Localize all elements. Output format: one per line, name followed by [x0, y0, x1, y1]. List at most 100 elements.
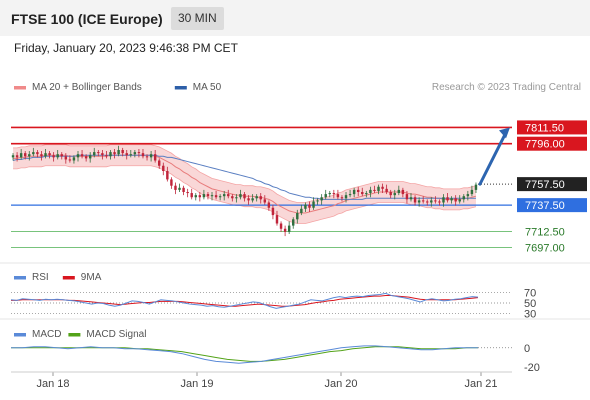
candle-body [304, 204, 307, 209]
timestamp: Friday, January 20, 2023 9:46:38 PM CET [14, 41, 238, 55]
rsi-tick-label: 50 [524, 298, 536, 310]
candle-body [413, 197, 417, 203]
rsi-legend-label: RSI [32, 272, 49, 283]
candle-body [454, 198, 457, 202]
candle-body [36, 152, 39, 155]
bollinger-upper-line [13, 144, 477, 203]
level-label-7796.00: 7796.00 [525, 139, 565, 151]
price-legend-label: MA 50 [193, 82, 222, 93]
header-bar: FTSE 100 (ICE Europe) 30 MIN [0, 0, 590, 36]
candle-body [235, 197, 238, 199]
candle-body [316, 200, 319, 202]
candle-body [259, 196, 262, 200]
candle-body [373, 189, 376, 191]
candle-body [68, 159, 72, 161]
candle-body [182, 187, 185, 192]
level-label-box [517, 177, 587, 192]
candle-body [133, 152, 137, 155]
x-axis-label: Jan 21 [464, 378, 497, 390]
candle-body [470, 189, 474, 195]
candle-body [149, 154, 153, 158]
candle-body [231, 196, 234, 199]
candle-body [352, 189, 356, 195]
candle-body [121, 150, 124, 154]
macd-tick-label: 0 [524, 343, 530, 355]
candle-body [206, 194, 210, 197]
candle-body [450, 198, 453, 201]
candle-body [243, 194, 246, 199]
level-label-7712.50: 7712.50 [525, 226, 565, 238]
interval-button[interactable]: 30 MIN [171, 7, 224, 30]
candle-body [369, 189, 372, 194]
candle-body [336, 194, 340, 198]
candle-body [348, 194, 352, 196]
candle-body [251, 198, 254, 201]
candle-body [198, 195, 202, 198]
candle-body [279, 223, 283, 229]
candle-body [32, 152, 35, 155]
candle-body [296, 213, 299, 220]
candle-body [255, 196, 258, 199]
level-label-box [517, 198, 587, 213]
candle-body [202, 194, 206, 198]
price-legend-swatch [174, 86, 187, 90]
bollinger-band [13, 144, 476, 224]
level-label-7697.00: 7697.00 [525, 243, 565, 255]
candle-body [438, 201, 441, 203]
rsi-legend-swatch [14, 276, 26, 280]
candle-body [93, 152, 96, 156]
candle-body [263, 199, 267, 203]
macd-legend-swatch [68, 333, 81, 337]
candle-body [292, 219, 295, 226]
candle-body [434, 200, 437, 202]
candle-body [365, 193, 368, 195]
candle-body [239, 194, 242, 198]
candle-body [308, 204, 311, 208]
candle-body [356, 189, 360, 192]
candle-body [401, 189, 405, 195]
candle-body [52, 155, 55, 158]
macd-legend-label: MACD [32, 329, 61, 340]
candle-body [158, 160, 161, 166]
candle-body [446, 197, 449, 201]
candle-body [227, 194, 230, 197]
level-label-7757.50: 7757.50 [525, 179, 565, 191]
candle-body [48, 153, 51, 156]
x-axis-label: Jan 18 [36, 378, 69, 390]
rsi-ma-line [11, 295, 479, 307]
candle-body [324, 194, 327, 198]
candle-body [11, 155, 15, 158]
candle-body [84, 156, 88, 159]
rsi-legend-label: 9MA [81, 272, 102, 283]
candle-body [340, 197, 344, 199]
x-axis-label: Jan 20 [324, 378, 357, 390]
candle-body [174, 185, 177, 190]
candle-body [76, 154, 80, 158]
candle-body [117, 150, 120, 155]
bollinger-lower-line [13, 165, 477, 224]
candle-body [361, 192, 364, 195]
candle-body [88, 155, 92, 159]
price-legend-label: MA 20 + Bollinger Bands [32, 82, 142, 93]
candle-body [222, 194, 226, 197]
candle-body [137, 152, 141, 154]
rsi-tick-label: 30 [524, 309, 536, 321]
candle-body [462, 196, 466, 200]
candle-body [80, 154, 84, 157]
macd-line [11, 345, 478, 364]
price-legend-swatch [14, 86, 26, 90]
candle-body [397, 189, 401, 194]
candle-body [170, 179, 173, 186]
candle-body [275, 215, 279, 224]
level-label-7737.50: 7737.50 [525, 200, 565, 212]
candle-body [267, 202, 271, 208]
candle-body [430, 200, 433, 203]
projection-arrow [478, 130, 508, 186]
rsi-line [10, 292, 479, 309]
macd-legend-swatch [14, 333, 26, 337]
candle-body [145, 156, 149, 158]
candle-body [328, 193, 331, 195]
candle-body [194, 195, 197, 198]
candle-body [466, 194, 470, 197]
candle-body [125, 153, 128, 156]
